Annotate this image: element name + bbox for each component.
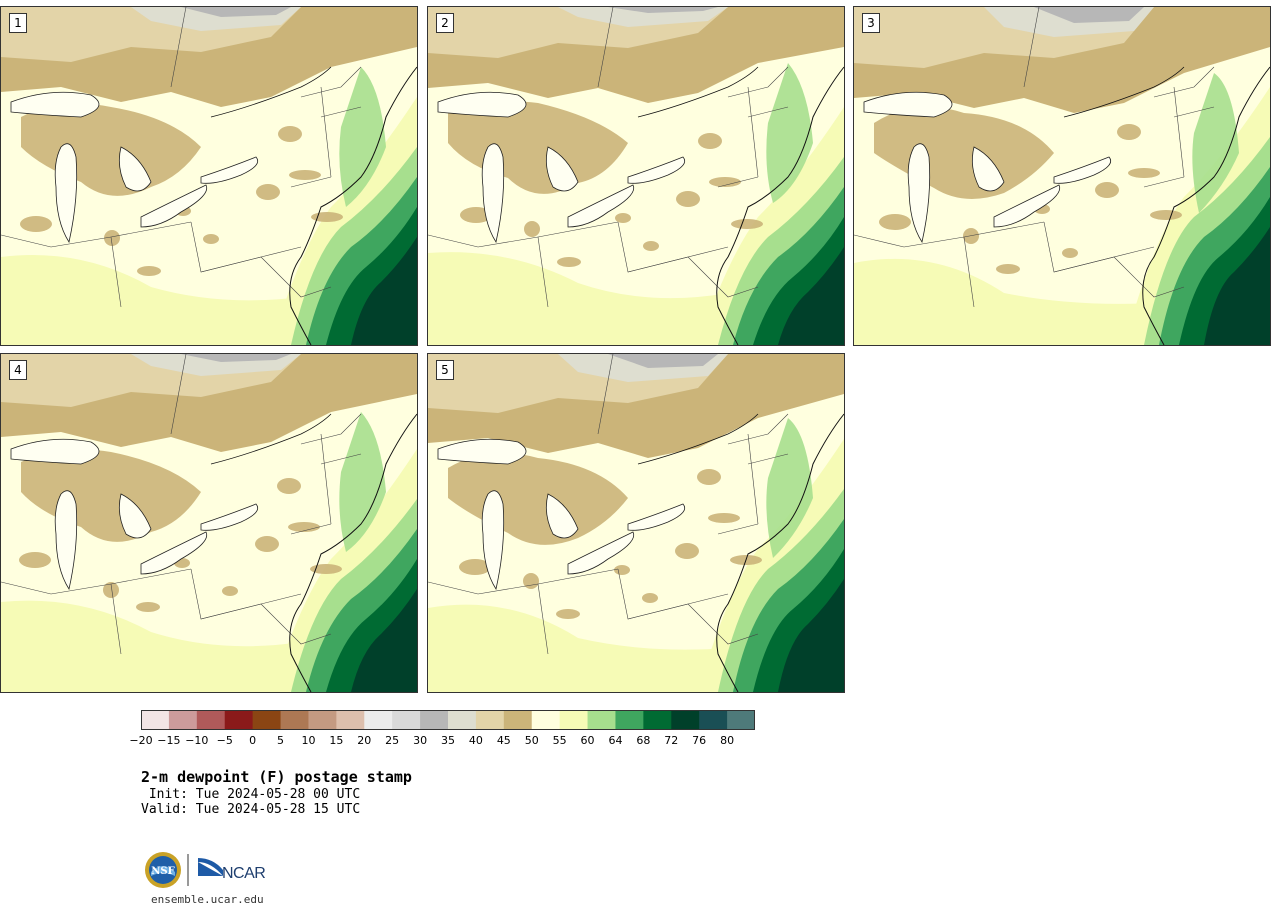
colorbar-tick-label: 5	[277, 734, 285, 747]
colorbar-tick-label: 40	[468, 734, 483, 747]
colorbar-tick-label: 10	[301, 734, 316, 747]
dewpoint-map	[428, 354, 844, 692]
colorbar-swatch	[336, 710, 365, 730]
colorbar-tick-label: −15	[157, 734, 181, 747]
colorbar-tick-label: 72	[664, 734, 679, 747]
dewpoint-colorbar	[141, 710, 755, 730]
stamp-number-label: 2	[436, 13, 454, 33]
stamp-number-label: 3	[862, 13, 880, 33]
colorbar-tick-label: 30	[413, 734, 428, 747]
dewpoint-map	[854, 7, 1270, 345]
colorbar-swatch	[252, 710, 282, 730]
colorbar-swatch	[699, 710, 728, 730]
colorbar-tick-label: 35	[441, 734, 455, 747]
nsf-seal-text: NSF	[151, 866, 174, 877]
colorbar-swatch	[503, 710, 533, 730]
dewpoint-map	[428, 7, 844, 345]
colorbar-swatch	[420, 710, 449, 730]
colorbar-tick-label: −10	[185, 734, 209, 747]
colorbar-swatch	[392, 710, 421, 730]
ncar-logo-icon: NCAR	[198, 858, 266, 882]
postage-stamp-panel: 1	[0, 6, 418, 346]
colorbar-tick-label: 68	[636, 734, 651, 747]
colorbar-tick-label: 80	[720, 734, 735, 747]
dewpoint-map	[1, 7, 417, 345]
colorbar-swatch	[643, 710, 672, 730]
colorbar-swatch	[587, 710, 616, 730]
colorbar-tick-label: 55	[552, 734, 567, 747]
ncar-logo-text: NCAR	[222, 865, 265, 882]
colorbar-tick-label: 15	[329, 734, 344, 747]
dewpoint-map	[1, 354, 417, 692]
postage-stamp-panel: 4	[0, 353, 418, 693]
valid-time: Valid: Tue 2024-05-28 15 UTC	[141, 802, 361, 817]
colorbar-tick-label: 60	[580, 734, 595, 747]
colorbar-tick-label: 76	[692, 734, 707, 747]
colorbar-swatch	[280, 710, 309, 730]
stamp-number-label: 5	[436, 360, 454, 380]
init-time: Init: Tue 2024-05-28 00 UTC	[141, 787, 361, 802]
nsf-seal-icon: NSF	[145, 852, 181, 888]
colorbar-tick-label: −5	[216, 734, 233, 747]
colorbar-swatch	[727, 710, 755, 730]
colorbar-tick-label: 50	[524, 734, 539, 747]
colorbar-tick-label: 64	[608, 734, 623, 747]
colorbar-tick-label: 0	[249, 734, 257, 747]
colorbar-swatch	[224, 710, 254, 730]
colorbar-tick-label: −20	[129, 734, 153, 747]
colorbar-tick-labels: −20 −15 −10 −5 0 5 10 15 20 25 30 35 40 45 50 55 60 64 68 7…	[129, 730, 781, 750]
colorbar-swatch	[364, 710, 393, 730]
colorbar-tick-label: 45	[496, 734, 511, 747]
colorbar-tick-label: 25	[385, 734, 400, 747]
chart-title: 2-m dewpoint (F) postage stamp	[141, 768, 412, 786]
colorbar-swatch	[559, 710, 589, 730]
colorbar-swatch	[615, 710, 644, 730]
postage-stamp-panel: 5	[427, 353, 845, 693]
postage-stamp-panel: 2	[427, 6, 845, 346]
colorbar-swatch	[308, 710, 337, 730]
nsf-ncar-logo: NSF NCAR	[145, 852, 266, 888]
colorbar-swatch	[168, 710, 198, 730]
colorbar-swatch	[196, 710, 226, 730]
stamp-number-label: 4	[9, 360, 27, 380]
site-url: ensemble.ucar.edu	[151, 893, 264, 906]
colorbar-swatch	[475, 710, 505, 730]
colorbar-swatch	[531, 710, 561, 730]
colorbar-tick-label: 20	[357, 734, 372, 747]
colorbar-swatch	[448, 710, 477, 730]
colorbar-swatch	[671, 710, 700, 730]
colorbar-swatch	[141, 710, 170, 730]
postage-stamp-panel: 3	[853, 6, 1271, 346]
stamp-number-label: 1	[9, 13, 27, 33]
